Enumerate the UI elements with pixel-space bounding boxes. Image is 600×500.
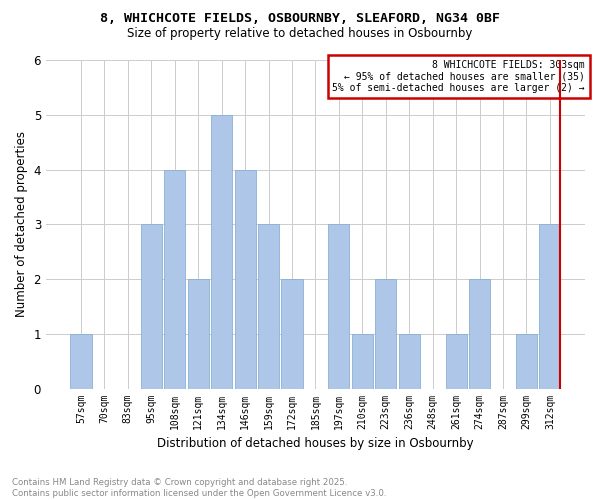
Bar bbox=[70, 334, 92, 388]
Y-axis label: Number of detached properties: Number of detached properties bbox=[15, 132, 28, 318]
Text: 8, WHICHCOTE FIELDS, OSBOURNBY, SLEAFORD, NG34 0BF: 8, WHICHCOTE FIELDS, OSBOURNBY, SLEAFORD… bbox=[100, 12, 500, 26]
Bar bbox=[188, 279, 209, 388]
Bar bbox=[516, 334, 537, 388]
Bar bbox=[399, 334, 420, 388]
Bar bbox=[258, 224, 279, 388]
Bar bbox=[375, 279, 397, 388]
Bar bbox=[211, 115, 232, 388]
Text: 8 WHICHCOTE FIELDS: 303sqm
← 95% of detached houses are smaller (35)
5% of semi-: 8 WHICHCOTE FIELDS: 303sqm ← 95% of deta… bbox=[332, 60, 585, 93]
Text: Contains HM Land Registry data © Crown copyright and database right 2025.
Contai: Contains HM Land Registry data © Crown c… bbox=[12, 478, 386, 498]
Bar bbox=[352, 334, 373, 388]
Bar bbox=[446, 334, 467, 388]
Bar bbox=[539, 224, 560, 388]
Bar bbox=[164, 170, 185, 388]
Bar bbox=[141, 224, 162, 388]
Bar bbox=[328, 224, 349, 388]
Bar bbox=[235, 170, 256, 388]
Bar bbox=[281, 279, 302, 388]
Bar bbox=[469, 279, 490, 388]
Text: Size of property relative to detached houses in Osbournby: Size of property relative to detached ho… bbox=[127, 28, 473, 40]
X-axis label: Distribution of detached houses by size in Osbournby: Distribution of detached houses by size … bbox=[157, 437, 474, 450]
